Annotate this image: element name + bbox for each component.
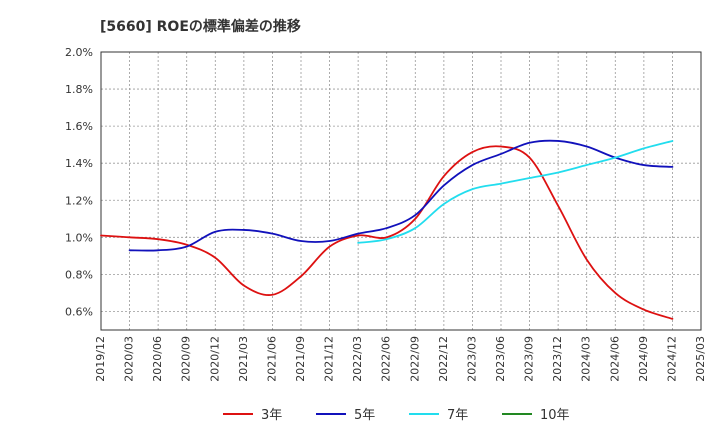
x-tick-label: 2025/03 (694, 336, 707, 382)
series-line-2 (128, 139, 674, 252)
plot-border (100, 51, 702, 331)
legend-label-2: 5年 (354, 408, 375, 423)
x-tick-label: 2020/03 (123, 336, 136, 382)
y-tick-label: 1.6% (65, 120, 93, 133)
x-tick-label: 2020/12 (208, 336, 221, 382)
x-tick-label: 2019/12 (94, 336, 107, 382)
x-tick-label: 2023/06 (494, 336, 507, 382)
y-tick-label: 0.6% (65, 305, 93, 318)
x-tick-label: 2022/09 (408, 336, 421, 382)
x-tick-label: 2023/03 (465, 336, 478, 382)
x-tick-label: 2020/06 (151, 336, 164, 382)
x-tick-label: 2021/09 (294, 336, 307, 382)
series-line-3 (357, 140, 674, 244)
plot-area (101, 52, 701, 330)
x-tick-label: 2022/03 (351, 336, 364, 382)
x-tick-label: 2021/03 (237, 336, 250, 382)
y-tick-label: 1.0% (65, 231, 93, 244)
y-tick-label: 2.0% (65, 46, 93, 59)
x-tick-label: 2024/03 (580, 336, 593, 382)
x-tick-label: 2020/09 (180, 336, 193, 382)
legend-label-1: 3年 (261, 408, 282, 423)
x-tick-label: 2024/12 (665, 336, 678, 382)
legend-label-4: 10年 (540, 408, 570, 423)
y-tick-label: 1.2% (65, 194, 93, 207)
legend-label-3: 7年 (447, 408, 468, 423)
y-tick-label: 1.4% (65, 157, 93, 170)
x-tick-label: 2021/06 (265, 336, 278, 382)
x-tick-label: 2021/12 (323, 336, 336, 382)
x-tick-label: 2023/09 (523, 336, 536, 382)
x-tick-label: 2022/12 (437, 336, 450, 382)
chart-title: [5660] ROEの標準偏差の推移 (100, 19, 301, 35)
x-tick-label: 2022/06 (380, 336, 393, 382)
series-line-1 (100, 145, 674, 320)
x-tick-label: 2024/09 (637, 336, 650, 382)
y-tick-label: 0.8% (65, 268, 93, 281)
x-tick-label: 2023/12 (551, 336, 564, 382)
y-tick-label: 1.8% (65, 83, 93, 96)
x-tick-label: 2024/06 (608, 336, 621, 382)
